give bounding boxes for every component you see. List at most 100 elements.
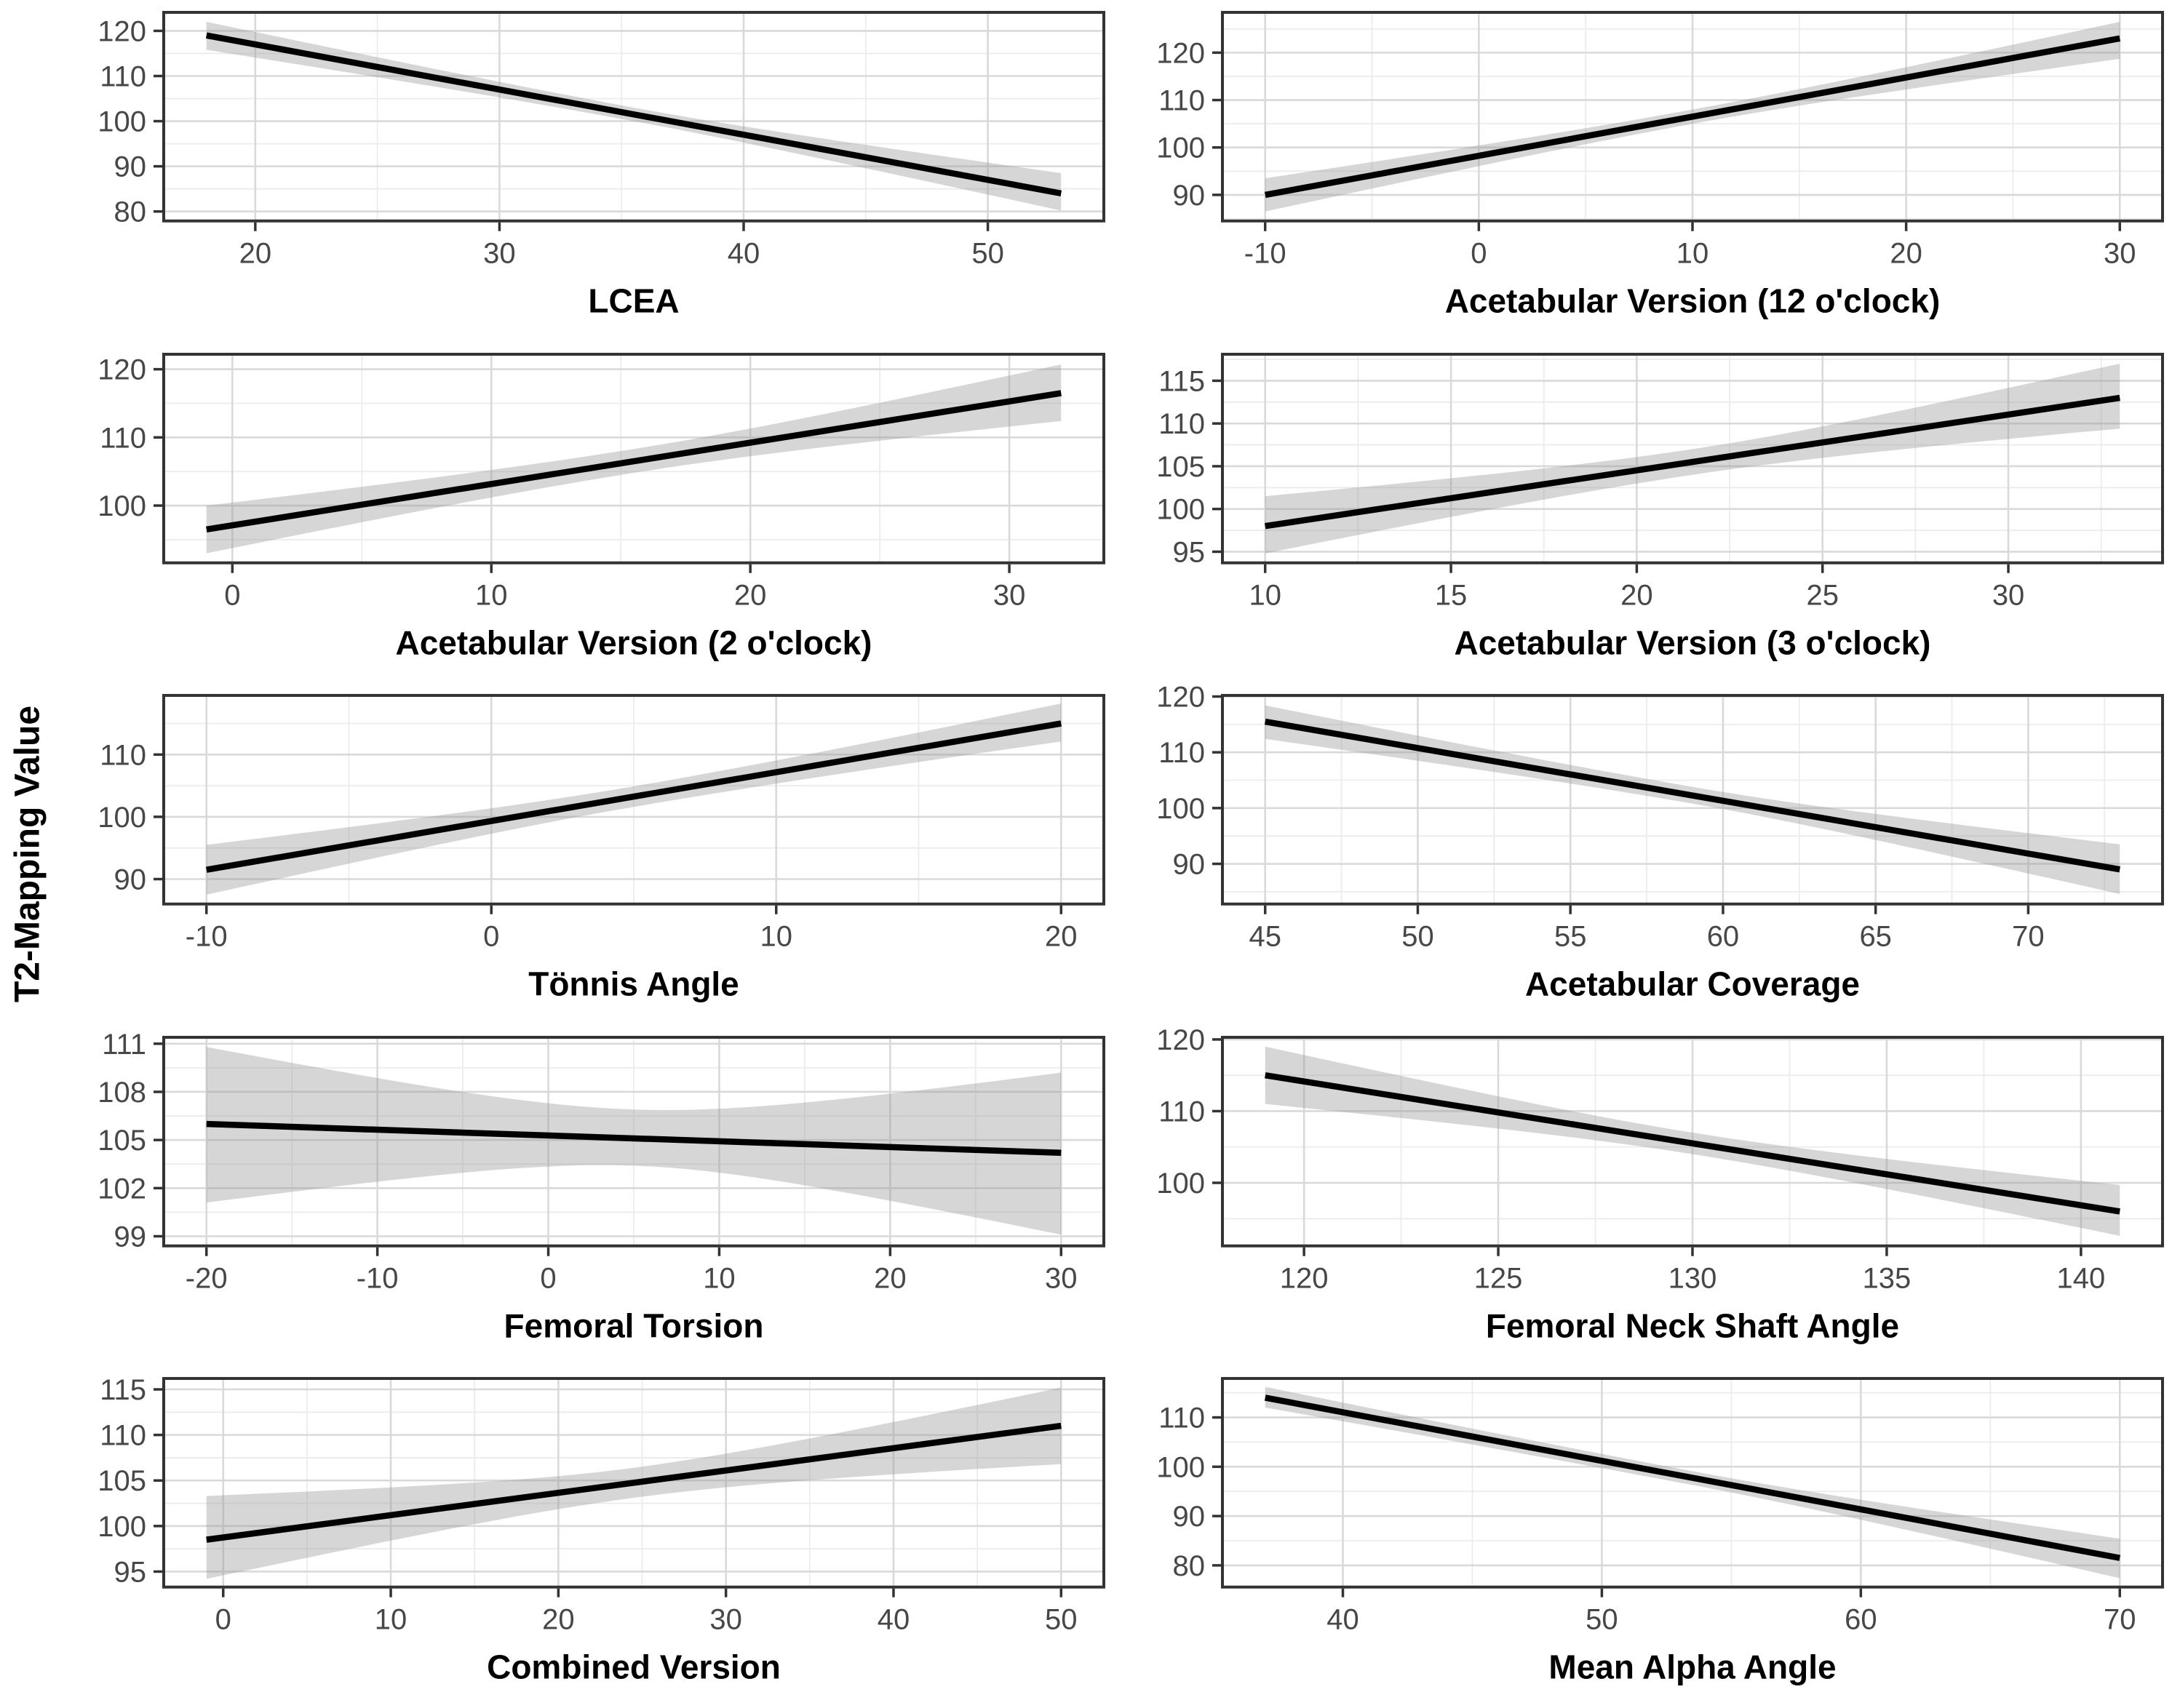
svg-text:Acetabular Version (3 o'clock): Acetabular Version (3 o'clock) [1454,623,1930,661]
svg-text:125: 125 [1474,1262,1523,1294]
svg-text:50: 50 [1401,921,1433,953]
femoral-torsion-chart: -20 -10 0 10 20 30 99 102 105 108 111 Femoral Torsi… [98,1029,1105,1344]
svg-text:110: 110 [1158,408,1205,440]
svg-text:120: 120 [1156,1025,1205,1056]
svg-text:100: 100 [1156,1452,1205,1484]
svg-text:40: 40 [878,1604,910,1636]
svg-text:100: 100 [1156,132,1205,164]
y-axis-label: T2-Mapping Value [8,705,47,1003]
svg-text:110: 110 [1158,1402,1205,1434]
svg-text:120: 120 [98,15,146,47]
panel-femoral-torsion: -20 -10 0 10 20 30 99 102 105 108 111 Femoral Torsi… [55,1025,1113,1367]
svg-text:105: 105 [98,1466,146,1498]
svg-text:30: 30 [1992,579,2024,611]
svg-text:20: 20 [1045,921,1077,953]
svg-text:110: 110 [100,739,146,771]
svg-text:90: 90 [1173,849,1205,881]
svg-text:20: 20 [239,238,271,270]
svg-text:Acetabular Version (2 o'clock): Acetabular Version (2 o'clock) [395,623,872,661]
svg-text:Femoral Torsion: Femoral Torsion [504,1306,764,1344]
svg-text:90: 90 [114,864,146,896]
panel-combined-version: 0 10 20 30 40 50 95 100 105 110 115 Combined Versio… [55,1366,1113,1708]
combined-version-chart: 0 10 20 30 40 50 95 100 105 110 115 Combined Versio… [98,1374,1105,1686]
svg-text:120: 120 [1280,1262,1329,1294]
svg-text:10: 10 [760,921,792,953]
svg-text:30: 30 [993,579,1025,611]
svg-text:10: 10 [1249,579,1281,611]
svg-text:Acetabular Version (12 o'clock: Acetabular Version (12 o'clock) [1445,282,1941,320]
svg-text:0: 0 [540,1262,556,1294]
svg-text:130: 130 [1668,1262,1717,1294]
svg-text:40: 40 [1326,1604,1359,1636]
svg-text:-10: -10 [357,1262,399,1294]
lcea-chart: 20 30 40 50 80 90 100 110 120 LCEA [98,10,1105,320]
svg-text:-20: -20 [186,1262,228,1294]
svg-text:20: 20 [734,579,766,611]
svg-text:100: 100 [1156,793,1205,825]
svg-text:90: 90 [114,151,146,183]
svg-text:Combined Version: Combined Version [487,1648,781,1686]
svg-text:70: 70 [2104,1604,2136,1636]
svg-text:110: 110 [1158,737,1205,769]
svg-text:95: 95 [114,1557,146,1589]
svg-text:10: 10 [1676,238,1708,270]
panel-tonnis-angle: -10 0 10 20 90 100 110 Tönnis Angle [55,683,1113,1025]
panel-acetabular-version-12: -10 0 10 20 30 90 100 110 120 Acetabular Version … [1113,0,2172,342]
svg-text:100: 100 [98,1511,146,1543]
svg-text:-10: -10 [186,921,228,953]
svg-text:30: 30 [709,1604,741,1636]
svg-text:102: 102 [98,1173,146,1205]
svg-text:110: 110 [1158,85,1205,117]
svg-text:100: 100 [1156,493,1205,525]
svg-text:80: 80 [114,196,146,228]
svg-text:111: 111 [102,1029,146,1061]
svg-text:99: 99 [114,1221,146,1253]
femoral-neck-shaft-angle-chart: 120 125 130 135 140 100 110 120 Femoral Neck Sha… [1156,1025,2164,1344]
svg-text:-10: -10 [1244,238,1286,270]
panel-acetabular-version-2: 0 10 20 30 100 110 120 Acetabular Version (2 o'… [55,342,1113,684]
svg-text:0: 0 [224,579,240,611]
svg-text:30: 30 [2104,238,2136,270]
svg-text:115: 115 [1158,365,1205,397]
svg-text:30: 30 [1045,1262,1077,1294]
svg-text:40: 40 [728,238,760,270]
svg-text:90: 90 [1173,1501,1205,1533]
svg-text:50: 50 [1586,1604,1618,1636]
svg-text:0: 0 [215,1604,231,1636]
svg-text:135: 135 [1863,1262,1912,1294]
svg-text:55: 55 [1554,921,1586,953]
svg-text:105: 105 [1156,451,1205,483]
svg-text:100: 100 [98,490,146,522]
svg-text:110: 110 [100,422,146,454]
svg-text:120: 120 [1156,683,1205,714]
svg-text:140: 140 [2057,1262,2106,1294]
svg-text:Femoral Neck Shaft Angle: Femoral Neck Shaft Angle [1486,1306,1899,1344]
acetabular-coverage-chart: 45 50 55 60 65 70 90 100 110 120 Acetabular Covera… [1156,683,2164,1003]
svg-text:100: 100 [1156,1168,1205,1200]
panel-lcea: 20 30 40 50 80 90 100 110 120 LCEA [55,0,1113,342]
svg-text:108: 108 [98,1077,146,1109]
svg-text:70: 70 [2012,921,2044,953]
svg-text:95: 95 [1173,536,1205,568]
acetabular-version-12-chart: -10 0 10 20 30 90 100 110 120 Acetabular Version … [1156,10,2164,320]
panel-femoral-neck-shaft-angle: 120 125 130 135 140 100 110 120 Femoral Neck Sha… [1113,1025,2172,1367]
svg-text:100: 100 [98,106,146,138]
svg-text:0: 0 [1471,238,1487,270]
svg-text:30: 30 [483,238,515,270]
svg-text:25: 25 [1806,579,1838,611]
svg-text:Mean Alpha Angle: Mean Alpha Angle [1548,1648,1836,1686]
svg-text:90: 90 [1173,180,1205,212]
svg-text:10: 10 [703,1262,735,1294]
svg-text:110: 110 [100,1420,146,1452]
svg-text:15: 15 [1435,579,1467,611]
svg-text:120: 120 [1156,37,1205,69]
svg-text:50: 50 [971,238,1003,270]
acetabular-version-3-chart: 10 15 20 25 30 95 100 105 110 115 Acetabular Versi… [1156,352,2164,661]
panel-mean-alpha-angle: 40 50 60 70 80 90 100 110 Mean Alpha Angle [1113,1366,2172,1708]
svg-text:60: 60 [1845,1604,1877,1636]
svg-text:100: 100 [98,802,146,834]
svg-text:Acetabular Coverage: Acetabular Coverage [1525,965,1860,1003]
svg-text:120: 120 [98,354,146,386]
y-axis-label-column: T2-Mapping Value [0,0,55,1708]
